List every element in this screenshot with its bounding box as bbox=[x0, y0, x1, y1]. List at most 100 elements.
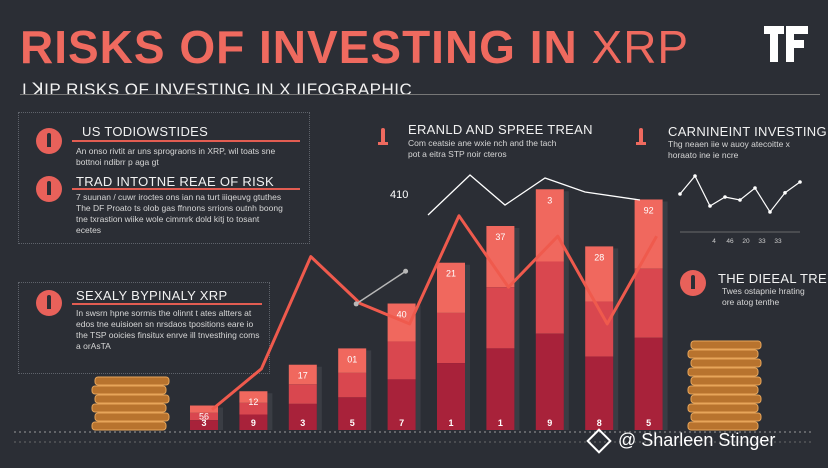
bar-bottom-label: 3 bbox=[201, 418, 206, 428]
left-top-text: An onso rivtit ar uns sprograons in XRP,… bbox=[76, 146, 276, 167]
bar-bottom-label: 9 bbox=[547, 418, 552, 428]
bar-mid-segment bbox=[387, 341, 416, 380]
bar-top-label: 56 bbox=[199, 412, 209, 422]
left-coins-coin-2 bbox=[91, 403, 167, 413]
left-mid-rule bbox=[72, 188, 300, 190]
trend-line bbox=[211, 214, 658, 411]
center-top-text: Com ceatsie ane wxie nch and the tach po… bbox=[408, 138, 557, 159]
right-coins-coin-2 bbox=[687, 403, 759, 413]
bar-mid-segment bbox=[634, 268, 663, 338]
bar-top-label: 92 bbox=[644, 205, 654, 215]
bar-shadow bbox=[465, 264, 470, 430]
bar-bottom-label: 9 bbox=[251, 418, 256, 428]
watermark-text: @ Sharleen Stinger bbox=[618, 430, 776, 450]
bar-top-segment bbox=[239, 391, 268, 403]
trend-icon bbox=[680, 270, 706, 296]
right-top-text: Thg neaen iie w auoy atecoitte x horaato… bbox=[668, 139, 790, 160]
bar-bottom-segment bbox=[387, 379, 416, 430]
title-main: RISKS OF INVESTING IN bbox=[20, 21, 578, 73]
grey-line bbox=[355, 270, 407, 305]
page-title: RISKS OF INVESTING IN XRP bbox=[20, 20, 689, 74]
mini-tick-label: 46 bbox=[726, 238, 734, 245]
bar-shadow bbox=[662, 201, 668, 430]
bar-mid-segment bbox=[288, 384, 317, 404]
bar-mid-segment bbox=[486, 287, 515, 349]
bar-mid-segment bbox=[239, 402, 268, 415]
bar-bottom-label: 1 bbox=[448, 418, 453, 428]
bar-shadow bbox=[267, 393, 273, 430]
bar-top-label: 3 bbox=[547, 195, 552, 205]
bar-shadow bbox=[366, 350, 372, 430]
bar-bottom-label: 3 bbox=[300, 418, 305, 428]
left-panel-frame bbox=[18, 112, 310, 244]
bar-bottom-label: 7 bbox=[399, 418, 404, 428]
right-top-title: CARNINEINT INVESTING bbox=[668, 124, 827, 139]
title-xrp: XRP bbox=[591, 21, 690, 73]
bar-shadow bbox=[563, 191, 569, 430]
bar-top-label: 17 bbox=[298, 371, 308, 381]
bar-bottom-segment bbox=[535, 333, 564, 430]
bar-top-segment bbox=[288, 364, 317, 385]
bar-bottom-label: 5 bbox=[350, 418, 355, 428]
alert-icon bbox=[36, 176, 62, 202]
bar-top-segment bbox=[634, 199, 663, 269]
bar-bottom-segment bbox=[634, 337, 663, 430]
left-coins-coin-4 bbox=[91, 385, 167, 395]
bar-bottom-label: 8 bbox=[597, 418, 602, 428]
left-mid-text: 7 suunan / cuwr iroctes ons ian na turt … bbox=[76, 192, 283, 235]
bar-shadow bbox=[218, 407, 223, 430]
left-coins-coin-1 bbox=[94, 412, 170, 422]
bar-bottom-label: 1 bbox=[498, 418, 503, 428]
warning-icon bbox=[36, 128, 62, 154]
left-coins-coin-5 bbox=[94, 376, 170, 386]
left-top-title: US TODIOWSTIDES bbox=[82, 124, 209, 139]
bar-top-label: 21 bbox=[446, 269, 456, 279]
left-bottom-title: SEXALY BYPINALY XRP bbox=[76, 288, 228, 303]
bar-shadow bbox=[316, 366, 322, 430]
bar-top-label: 01 bbox=[347, 354, 357, 364]
right-coins-coin-4 bbox=[687, 385, 759, 395]
right-coins-coin-7 bbox=[690, 358, 762, 368]
bar-shadow bbox=[514, 228, 520, 430]
right-coins-coin-8 bbox=[687, 349, 759, 359]
bar-bottom-label: 5 bbox=[646, 418, 651, 428]
right-coins-coin-3 bbox=[690, 394, 762, 404]
right-mid-text: Twes ostapnie hrating ore atog tenthe bbox=[722, 286, 805, 307]
mini-tick-label: 33 bbox=[774, 238, 782, 245]
right-coins-coin-0 bbox=[687, 421, 759, 431]
subtitle-divider bbox=[20, 94, 820, 95]
bar-bottom-segment bbox=[190, 420, 218, 430]
left-bottom-frame bbox=[18, 282, 270, 374]
pen-icon bbox=[376, 126, 390, 148]
watermark-logo-icon bbox=[586, 427, 612, 454]
left-bottom-text: In swsrn hpne sormis the olinnt t ates a… bbox=[76, 308, 260, 351]
bar-bottom-segment bbox=[338, 397, 367, 430]
right-mid-title: THE DIEEAL TREND bbox=[718, 271, 828, 286]
bar-mid-segment bbox=[535, 261, 564, 334]
left-coins-coin-0 bbox=[91, 421, 167, 431]
bar-top-segment bbox=[437, 262, 465, 313]
brand-logo bbox=[764, 26, 808, 62]
bar-top-label: 40 bbox=[397, 310, 407, 320]
bar-shadow bbox=[613, 248, 619, 430]
lamp-icon bbox=[634, 126, 648, 148]
left-coins-coin-3 bbox=[94, 394, 170, 404]
bar-mid-segment bbox=[437, 312, 465, 364]
bar-mid-segment bbox=[338, 372, 367, 398]
bar-top-label: 28 bbox=[594, 252, 604, 262]
bar-shadow bbox=[415, 305, 421, 430]
bar-mid-segment bbox=[190, 412, 218, 421]
chart-annotation: 410 bbox=[390, 189, 408, 201]
bar-top-label: 12 bbox=[248, 397, 258, 407]
bar-bottom-segment bbox=[288, 403, 317, 430]
right-coins-coin-9 bbox=[690, 340, 762, 350]
center-top-title: ERANLD AND SPREE TREAN bbox=[408, 122, 593, 137]
bar-top-segment bbox=[338, 348, 367, 373]
bar-bottom-segment bbox=[585, 356, 614, 430]
left-mid-title: TRAD INTOTNE REAE OF RISK bbox=[76, 174, 274, 189]
bar-top-segment bbox=[535, 189, 564, 262]
left-top-rule bbox=[72, 140, 300, 142]
watermark: @ Sharleen Stinger bbox=[586, 427, 776, 454]
right-coins-coin-6 bbox=[687, 367, 759, 377]
